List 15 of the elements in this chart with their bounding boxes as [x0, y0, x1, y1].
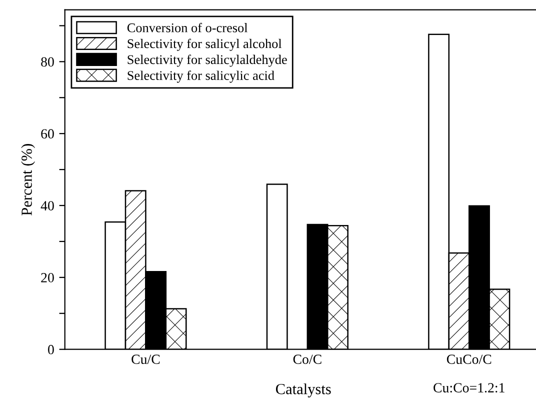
y-tick-label: 80: [41, 57, 54, 67]
y-tick-label: 40: [40, 201, 54, 210]
x-axis-title: Catalysts: [276, 383, 331, 398]
y-tick-label: 60: [41, 129, 54, 139]
x-tick-label: CuCo/C: [446, 354, 492, 364]
text: Cu:Co=1.2:1: [434, 383, 504, 393]
legend-label: Selectivity for salicyl alcohol: [128, 38, 282, 51]
legend-label: Conversion of o-cresol: [127, 22, 248, 32]
x-tick-label: Co/C: [293, 354, 322, 364]
legend-label: Selectivity for salicylaldehyde: [128, 54, 287, 67]
y-axis-title: Percent (%): [21, 144, 35, 216]
x-tick-label: Cu/C: [132, 354, 160, 364]
legend-label: Selectivity for salicylic acid: [128, 70, 274, 83]
y-tick-label: 20: [41, 273, 54, 282]
y-tick-label: 0: [48, 344, 54, 354]
